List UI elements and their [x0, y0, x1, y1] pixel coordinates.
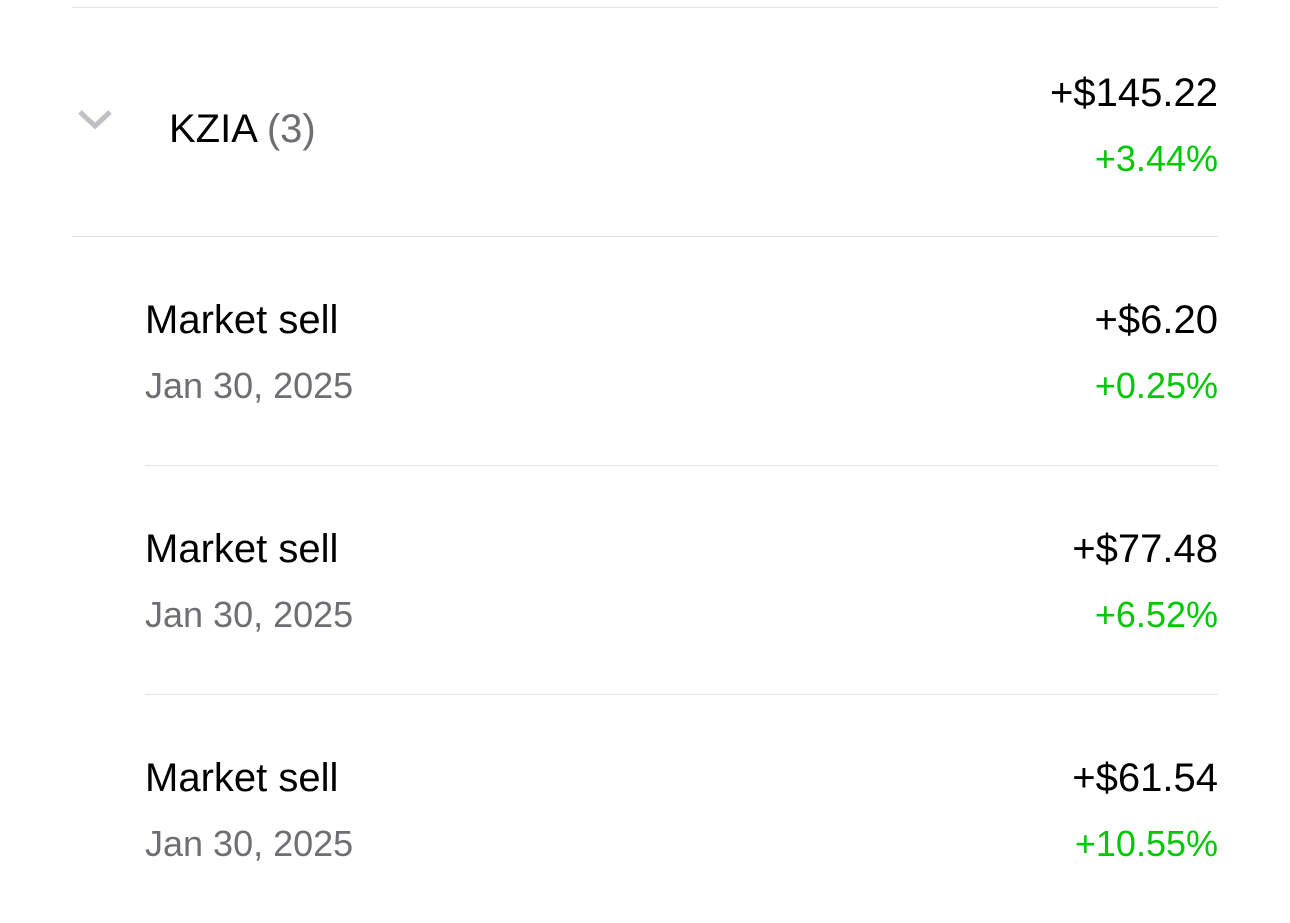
order-row[interactable]: Market sell Jan 30, 2025 +$77.48 +6.52% — [145, 466, 1218, 694]
order-percent: +6.52% — [1094, 594, 1218, 635]
order-title: Market sell — [145, 298, 339, 342]
order-title: Market sell — [145, 756, 339, 800]
divider — [145, 694, 1218, 695]
position-group-kzia[interactable]: KZIA (3) +$145.22 +3.44% — [72, 8, 1218, 236]
order-date: Jan 30, 2025 — [145, 823, 354, 864]
order-percent: +10.55% — [1074, 823, 1218, 864]
group-symbol: KZIA (3) — [169, 107, 316, 151]
order-row[interactable]: Market sell Jan 30, 2025 +$61.54 +10.55% — [145, 695, 1218, 923]
group-percent: +3.44% — [1094, 138, 1218, 179]
divider — [145, 465, 1218, 466]
chevron-down-icon[interactable] — [77, 108, 113, 132]
group-count: (3) — [266, 107, 316, 151]
order-amount: +$61.54 — [1072, 756, 1218, 800]
order-amount: +$77.48 — [1072, 527, 1218, 571]
order-title: Market sell — [145, 527, 339, 571]
order-row[interactable]: Market sell Jan 30, 2025 +$6.20 +0.25% — [145, 237, 1218, 465]
order-amount: +$6.20 — [1094, 298, 1218, 342]
order-date: Jan 30, 2025 — [145, 594, 354, 635]
order-percent: +0.25% — [1094, 365, 1218, 406]
group-amount: +$145.22 — [1050, 71, 1218, 115]
divider — [72, 7, 1218, 8]
order-date: Jan 30, 2025 — [145, 365, 354, 406]
divider — [72, 236, 1218, 237]
